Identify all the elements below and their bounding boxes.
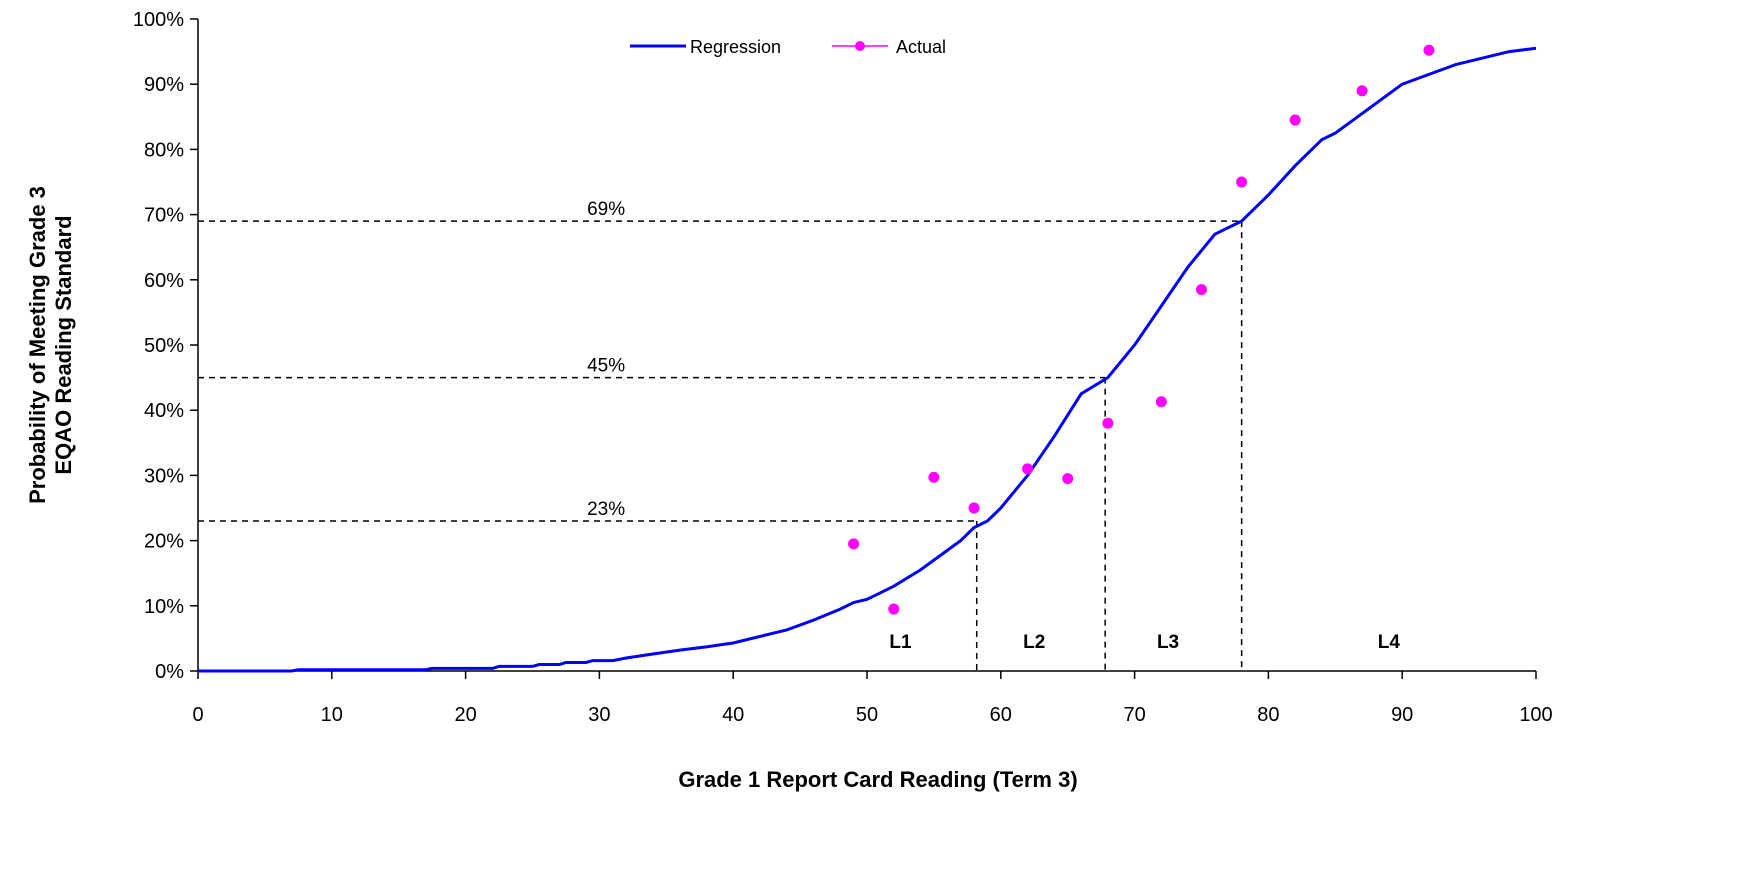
actual-point (1289, 114, 1301, 126)
actual-point (1196, 284, 1207, 296)
y-tick-label: 70% (144, 205, 184, 227)
y-tick-label: 20% (144, 531, 184, 553)
zone-label: L3 (1157, 632, 1179, 653)
x-tick-label: 80 (1257, 704, 1279, 726)
actual-points (848, 44, 1435, 615)
regression-line (198, 46, 1537, 673)
actual-point (848, 538, 860, 550)
x-tick-label: 30 (588, 704, 610, 726)
legend-actual-label: Actual (896, 37, 946, 57)
zone-label: L4 (1378, 632, 1401, 653)
y-tick-label: 40% (144, 400, 184, 422)
axes (197, 19, 1536, 672)
y-tick-label: 0% (155, 661, 184, 683)
y-tick-label: 90% (144, 74, 184, 96)
zone-label: L2 (1023, 632, 1045, 653)
actual-point (888, 603, 900, 615)
reference-line-label: 23% (587, 499, 625, 520)
actual-point (1062, 473, 1074, 485)
x-tick-label: 20 (454, 704, 476, 726)
reference-line-label: 45% (587, 356, 625, 377)
legend-regression-label: Regression (690, 37, 781, 57)
reference-line-label: 69% (587, 199, 625, 220)
actual-point (1356, 85, 1368, 97)
reference-lines: 23% 45% 69% (198, 199, 1243, 671)
y-axis-title: Probability of Meeting Grade 3 EQAO Read… (25, 186, 76, 504)
x-tick-label: 0 (192, 704, 203, 726)
y-tick-label: 60% (144, 270, 184, 292)
x-tick-label: 60 (990, 704, 1012, 726)
y-tick-label: 30% (144, 465, 184, 487)
y-axis-title-line-1: Probability of Meeting Grade 3 (25, 186, 50, 504)
x-tick-label: 10 (321, 704, 343, 726)
x-tick-label: 50 (856, 704, 878, 726)
actual-point (1423, 44, 1435, 56)
legend-actual-marker (855, 41, 865, 51)
zone-label: L1 (889, 632, 912, 653)
actual-point (1022, 463, 1034, 475)
x-tick-label: 90 (1391, 704, 1413, 726)
legend: Regression Actual (630, 37, 946, 57)
y-tick-label: 50% (144, 335, 184, 357)
actual-point (1102, 417, 1114, 429)
actual-point (1236, 176, 1248, 188)
y-tick-label: 80% (144, 139, 184, 161)
x-axis-title: Grade 1 Report Card Reading (Term 3) (678, 767, 1077, 792)
x-ticks: 0 10 20 30 40 50 60 70 80 90 100 (192, 671, 1553, 726)
y-tick-label: 100% (133, 9, 184, 31)
x-tick-label: 40 (722, 704, 744, 726)
y-axis-title-line-2: EQAO Reading Standard (51, 215, 76, 474)
x-tick-label: 70 (1123, 704, 1145, 726)
actual-point (1155, 396, 1167, 408)
actual-point (968, 502, 980, 514)
actual-point (928, 471, 940, 483)
zone-labels: L1 L2 L3 L4 (889, 632, 1400, 653)
x-tick-label: 100 (1519, 704, 1552, 726)
y-tick-label: 10% (144, 596, 184, 618)
y-ticks: 0% 10% 20% 30% 40% 50% 60% 70% 80% 90% 100% (133, 9, 198, 683)
